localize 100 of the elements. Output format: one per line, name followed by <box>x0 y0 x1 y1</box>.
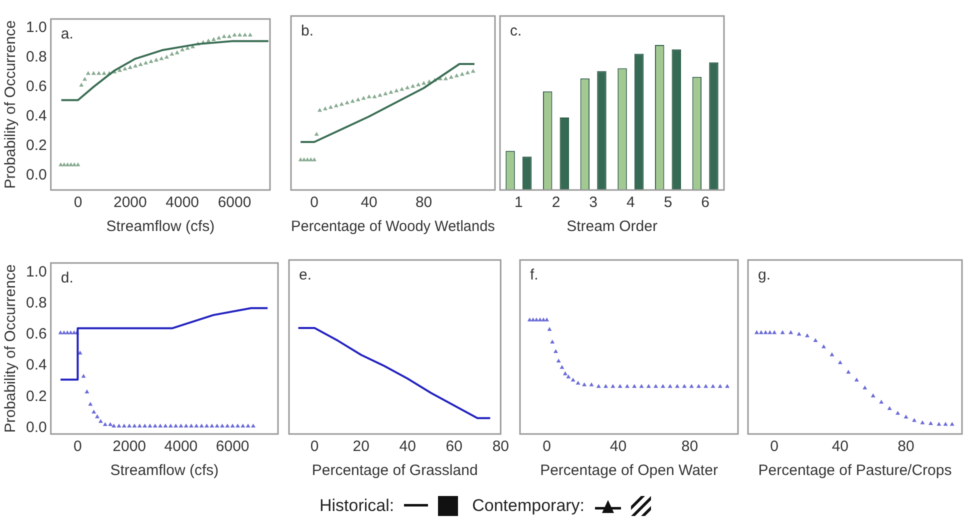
point <box>718 384 722 388</box>
point <box>838 360 842 364</box>
annotation: b. <box>301 22 314 40</box>
x-tick-label: 20 <box>352 438 370 456</box>
point <box>830 352 834 356</box>
point <box>943 422 948 426</box>
y-tick-label: 0.4 <box>26 356 47 374</box>
point <box>821 344 826 348</box>
point <box>448 74 454 79</box>
x-tick-label: 0 <box>770 438 779 456</box>
y-tick-label: 0.8 <box>26 48 47 66</box>
x-tick-label: 40 <box>399 438 416 456</box>
point <box>862 386 868 390</box>
x-tick-label: 0 <box>542 438 551 456</box>
text: c. <box>510 22 522 40</box>
y-axis-title: Probability of Occurrence <box>2 264 20 433</box>
point <box>235 424 240 428</box>
point <box>170 52 174 56</box>
annotation: a. <box>60 26 74 43</box>
point <box>589 382 594 386</box>
point <box>560 364 564 369</box>
point <box>58 330 63 334</box>
y-tick-label: 0.6 <box>26 78 47 95</box>
point <box>308 157 314 162</box>
point <box>250 424 256 428</box>
point <box>854 378 859 382</box>
point <box>204 424 210 428</box>
point <box>443 76 448 80</box>
point <box>194 424 199 428</box>
point <box>470 68 476 73</box>
point <box>314 132 319 136</box>
point <box>788 330 794 334</box>
point <box>704 384 708 388</box>
y-tick-label: 0.6 <box>26 326 47 343</box>
point <box>178 424 184 428</box>
point <box>128 65 132 69</box>
point <box>96 70 102 75</box>
x-tick-label: 80 <box>898 438 914 456</box>
point <box>116 424 122 428</box>
point <box>754 330 759 334</box>
point <box>544 318 550 322</box>
point <box>582 382 587 386</box>
point <box>122 66 128 70</box>
point <box>158 424 163 428</box>
x-tick-label: 4 <box>626 194 635 212</box>
point <box>344 100 350 104</box>
text: Historical: <box>319 496 394 516</box>
point <box>562 371 568 376</box>
point <box>68 330 73 334</box>
y-tick-label: 0.0 <box>26 166 47 184</box>
x-axis-title: Percentage of Woody Wetlands <box>291 218 495 236</box>
x-tick-label: 6 <box>701 194 710 212</box>
point <box>86 70 90 75</box>
point <box>556 358 561 363</box>
point <box>133 64 138 68</box>
point <box>768 330 772 334</box>
point <box>334 103 338 108</box>
point <box>214 424 220 428</box>
point <box>725 384 730 388</box>
point <box>394 88 399 92</box>
x-axis-title: Percentage of Pasture/Crops <box>758 462 952 480</box>
x-tick-label: 6000 <box>216 438 250 456</box>
point <box>550 340 555 344</box>
point <box>758 330 764 334</box>
x-tick-label: 80 <box>681 438 698 456</box>
point <box>674 384 680 388</box>
point <box>184 424 188 428</box>
x-tick-label: 0 <box>74 194 82 212</box>
y-tick-label: 0.4 <box>26 107 47 124</box>
point <box>604 384 608 388</box>
point <box>618 384 622 388</box>
point <box>232 32 237 37</box>
point <box>154 58 159 62</box>
point <box>596 384 601 388</box>
y-tick-label: 1.0 <box>26 263 47 280</box>
point <box>383 91 388 96</box>
point <box>98 418 103 423</box>
point <box>92 410 96 414</box>
x-tick-label: 80 <box>492 438 509 456</box>
point <box>79 82 84 87</box>
point <box>132 424 137 428</box>
x-tick-label: 2000 <box>112 438 146 456</box>
x-tick-label: 3 <box>589 194 598 212</box>
point <box>682 384 687 388</box>
point <box>230 424 235 428</box>
annotation: d. <box>60 270 74 287</box>
point <box>912 418 917 422</box>
point <box>534 318 539 322</box>
x-tick-label: 2 <box>552 194 560 212</box>
point <box>879 400 884 404</box>
point <box>668 384 672 388</box>
point <box>654 384 658 388</box>
point <box>372 94 377 98</box>
point <box>248 32 252 37</box>
point <box>164 54 169 59</box>
point <box>936 422 942 426</box>
point <box>210 424 214 428</box>
point <box>710 384 716 388</box>
point <box>142 424 148 428</box>
point <box>570 378 576 382</box>
